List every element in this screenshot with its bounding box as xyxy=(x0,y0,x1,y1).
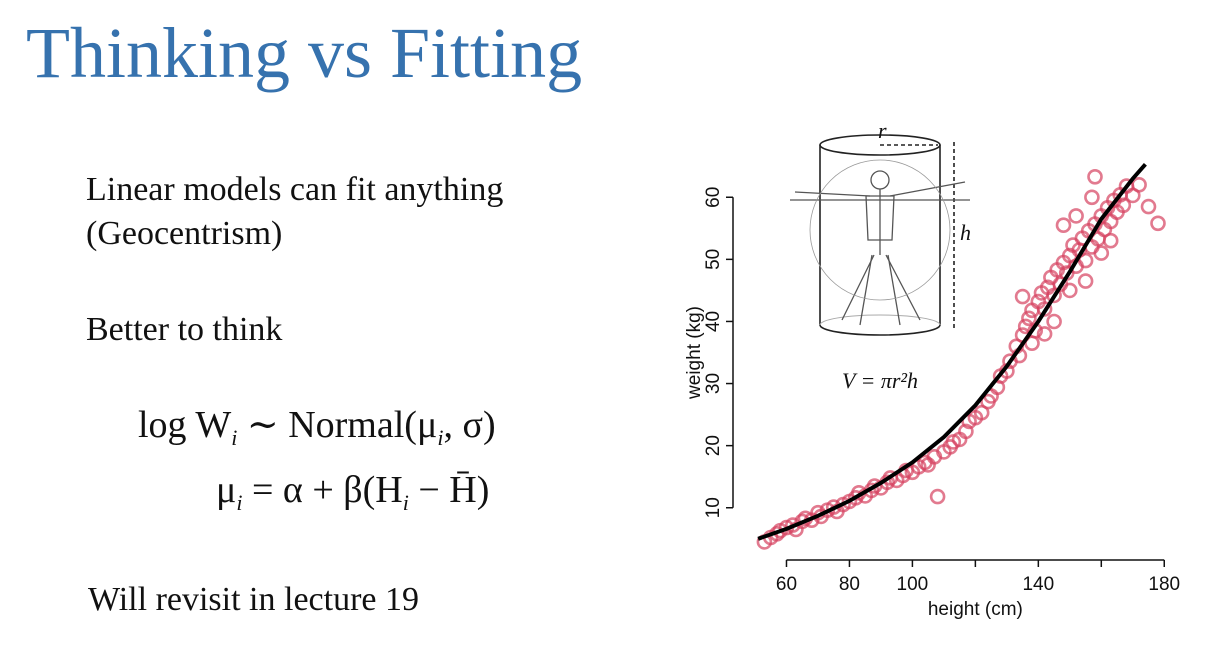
data-point xyxy=(1014,288,1031,305)
x-tick-label: 140 xyxy=(1022,574,1054,595)
y-tick-label: 40 xyxy=(703,311,724,332)
cylinder-bottom-front xyxy=(819,324,941,336)
data-point xyxy=(1150,215,1166,232)
vitruvian-inset: r h V = πr²h xyxy=(790,120,971,393)
data-point xyxy=(1068,208,1084,224)
eq2-mid-sub: i xyxy=(402,490,409,515)
y-tick-label: 50 xyxy=(703,249,724,270)
y-axis-ticks: 10 20 30 40 50 60 xyxy=(703,187,733,518)
equation-linear-model: μi = α + β(Hi − H̄) xyxy=(216,468,489,516)
bullet-linear-models-line2: (Geocentrism) xyxy=(86,215,283,252)
data-point xyxy=(1087,168,1103,185)
eq2-lhs: μ xyxy=(216,469,237,511)
inset-formula: V = πr²h xyxy=(842,368,918,393)
human-figure-icon xyxy=(790,159,970,326)
data-point xyxy=(1115,197,1132,214)
bullet-better-to-think: Better to think xyxy=(86,311,283,348)
eq1-tail: , σ) xyxy=(443,404,496,446)
data-point xyxy=(1093,245,1110,261)
eq1-rhs-sub: i xyxy=(437,425,444,450)
fitted-curve xyxy=(757,162,1147,541)
x-tick-label: 80 xyxy=(839,574,860,595)
x-tick-label: 100 xyxy=(897,574,929,595)
slide-title: Thinking vs Fitting xyxy=(26,13,583,93)
data-point xyxy=(1102,232,1119,249)
y-tick-label: 30 xyxy=(703,373,724,394)
y-tick-label: 10 xyxy=(703,497,724,518)
bullet-linear-models: Linear models can fit anything (Geocentr… xyxy=(86,168,503,256)
data-point xyxy=(1131,177,1147,193)
data-point xyxy=(1055,217,1072,233)
height-weight-chart: r h V = πr²h 60 80 100 140 180 10 20 30 40 50 60 … xyxy=(684,120,1180,620)
data-point xyxy=(1046,287,1062,304)
eq1-rhs: ∼ Normal(μ xyxy=(237,404,438,446)
inset-label-h: h xyxy=(960,220,971,245)
eq2-tail: − H̄) xyxy=(408,469,490,511)
eq1-lhs: log W xyxy=(138,404,232,446)
data-point xyxy=(1077,252,1094,269)
inset-label-r: r xyxy=(878,120,887,143)
eq2-mid: = α + β(H xyxy=(242,469,403,511)
y-tick-label: 20 xyxy=(703,435,724,456)
data-point xyxy=(973,404,990,421)
data-point xyxy=(1061,282,1078,299)
data-point xyxy=(1036,301,1053,317)
data-point xyxy=(1021,310,1037,327)
x-axis-label: height (cm) xyxy=(928,599,1023,620)
y-tick-label: 60 xyxy=(703,187,724,208)
data-point xyxy=(1077,273,1094,289)
x-tick-label: 180 xyxy=(1148,574,1180,595)
equation-likelihood: log Wi ∼ Normal(μi, σ) xyxy=(138,402,496,451)
data-point xyxy=(1046,313,1062,330)
data-point xyxy=(1140,198,1157,215)
bullet-linear-models-line1: Linear models can fit anything xyxy=(86,171,504,208)
data-point xyxy=(958,423,974,440)
bullet-revisit-lecture: Will revisit in lecture 19 xyxy=(88,581,419,618)
data-point xyxy=(1084,189,1100,206)
cylinder-bottom-back xyxy=(819,314,941,326)
x-tick-label: 60 xyxy=(776,574,797,595)
eq1-sub: i xyxy=(231,425,238,450)
y-axis-label: weight (kg) xyxy=(684,306,705,400)
data-point xyxy=(929,488,946,505)
eq2-sub: i xyxy=(236,490,243,515)
x-axis-ticks: 60 80 100 140 180 xyxy=(776,560,1180,595)
data-point xyxy=(1036,326,1053,342)
